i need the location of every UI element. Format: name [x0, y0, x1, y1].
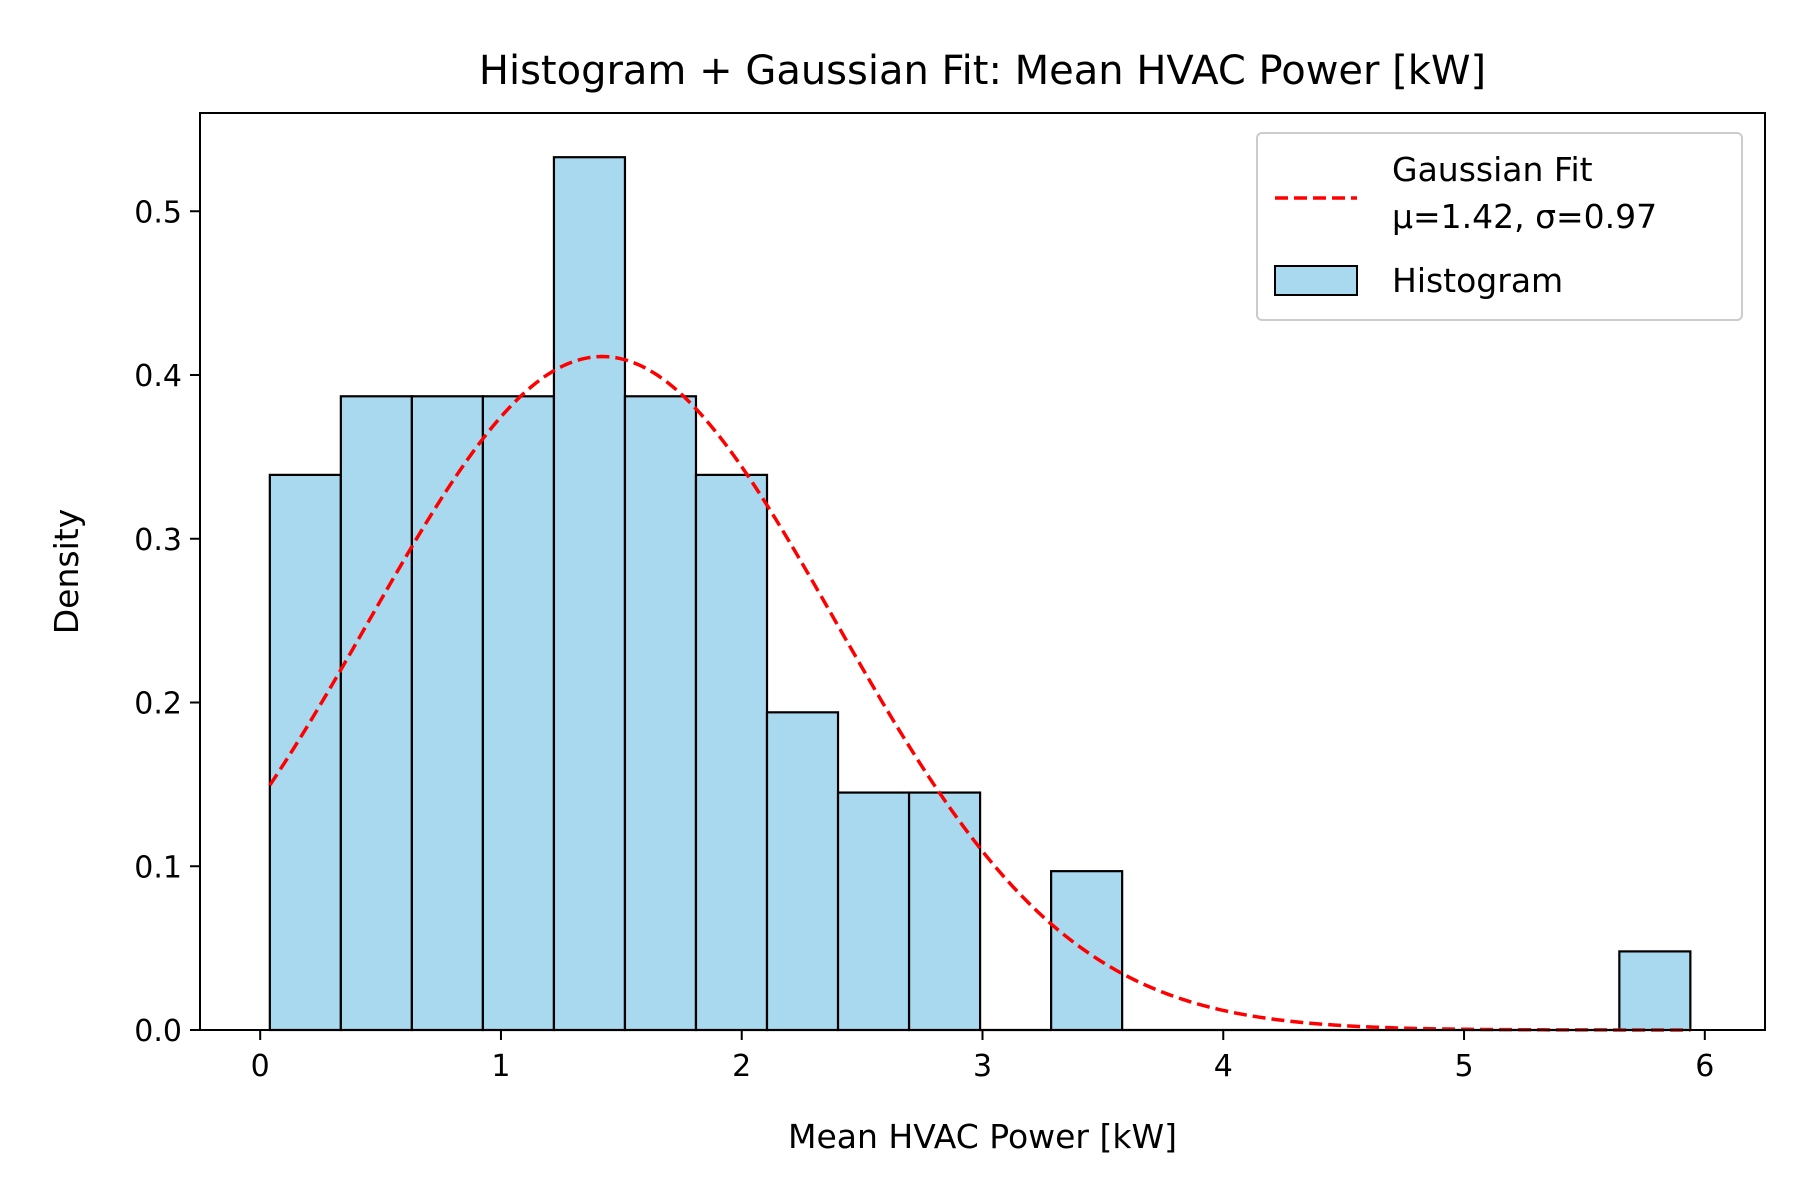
- x-tick-label: 0: [251, 1049, 270, 1084]
- legend-label-gaussian-line2: μ=1.42, σ=0.97: [1392, 197, 1657, 236]
- y-axis-ticks: 0.0 0.1 0.2 0.3 0.4 0.5: [134, 195, 200, 1049]
- histogram-bar: [694, 473, 769, 1032]
- histogram-bar: [623, 395, 698, 1032]
- legend-label-histogram: Histogram: [1392, 261, 1563, 300]
- legend: Gaussian Fit μ=1.42, σ=0.97 Histogram: [1256, 132, 1743, 321]
- histogram-bar: [765, 711, 840, 1032]
- x-tick-label: 3: [973, 1049, 992, 1084]
- histogram-bar: [552, 156, 627, 1032]
- histogram-bar: [268, 473, 342, 1032]
- y-tick-label: 0.3: [134, 523, 182, 558]
- x-tick-label: 1: [491, 1049, 510, 1084]
- y-tick-label: 0.4: [134, 359, 182, 394]
- histogram-bar: [410, 395, 485, 1032]
- histogram-bar: [1050, 870, 1124, 1032]
- histogram-bar: [1618, 950, 1692, 1032]
- x-tick-label: 6: [1695, 1049, 1714, 1084]
- y-tick-label: 0.2: [134, 687, 182, 722]
- x-axis-ticks: 0 1 2 3 4 5 6: [251, 1030, 1714, 1084]
- x-tick-label: 4: [1214, 1049, 1233, 1084]
- x-tick-label: 2: [732, 1049, 751, 1084]
- histogram-bar: [907, 791, 982, 1032]
- y-tick-label: 0.0: [134, 1014, 182, 1049]
- y-tick-label: 0.1: [134, 850, 182, 885]
- chart-title: Histogram + Gaussian Fit: Mean HVAC Powe…: [479, 48, 1486, 94]
- y-axis-title: Density: [47, 509, 86, 634]
- histogram-bar: [836, 791, 911, 1032]
- x-axis-title: Mean HVAC Power [kW]: [788, 1117, 1177, 1156]
- legend-box: [1256, 132, 1743, 321]
- y-tick-label: 0.5: [134, 195, 182, 230]
- histogram-bars: [268, 156, 1692, 1032]
- histogram-bar: [339, 395, 413, 1032]
- x-tick-label: 5: [1454, 1049, 1473, 1084]
- histogram-bar: [481, 395, 556, 1032]
- legend-histogram-swatch: [1274, 265, 1358, 296]
- legend-label-gaussian-line1: Gaussian Fit: [1392, 150, 1593, 189]
